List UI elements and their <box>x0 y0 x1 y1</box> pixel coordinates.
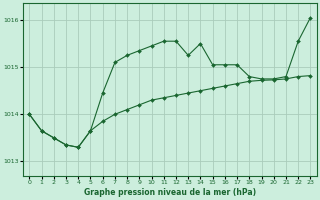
X-axis label: Graphe pression niveau de la mer (hPa): Graphe pression niveau de la mer (hPa) <box>84 188 256 197</box>
